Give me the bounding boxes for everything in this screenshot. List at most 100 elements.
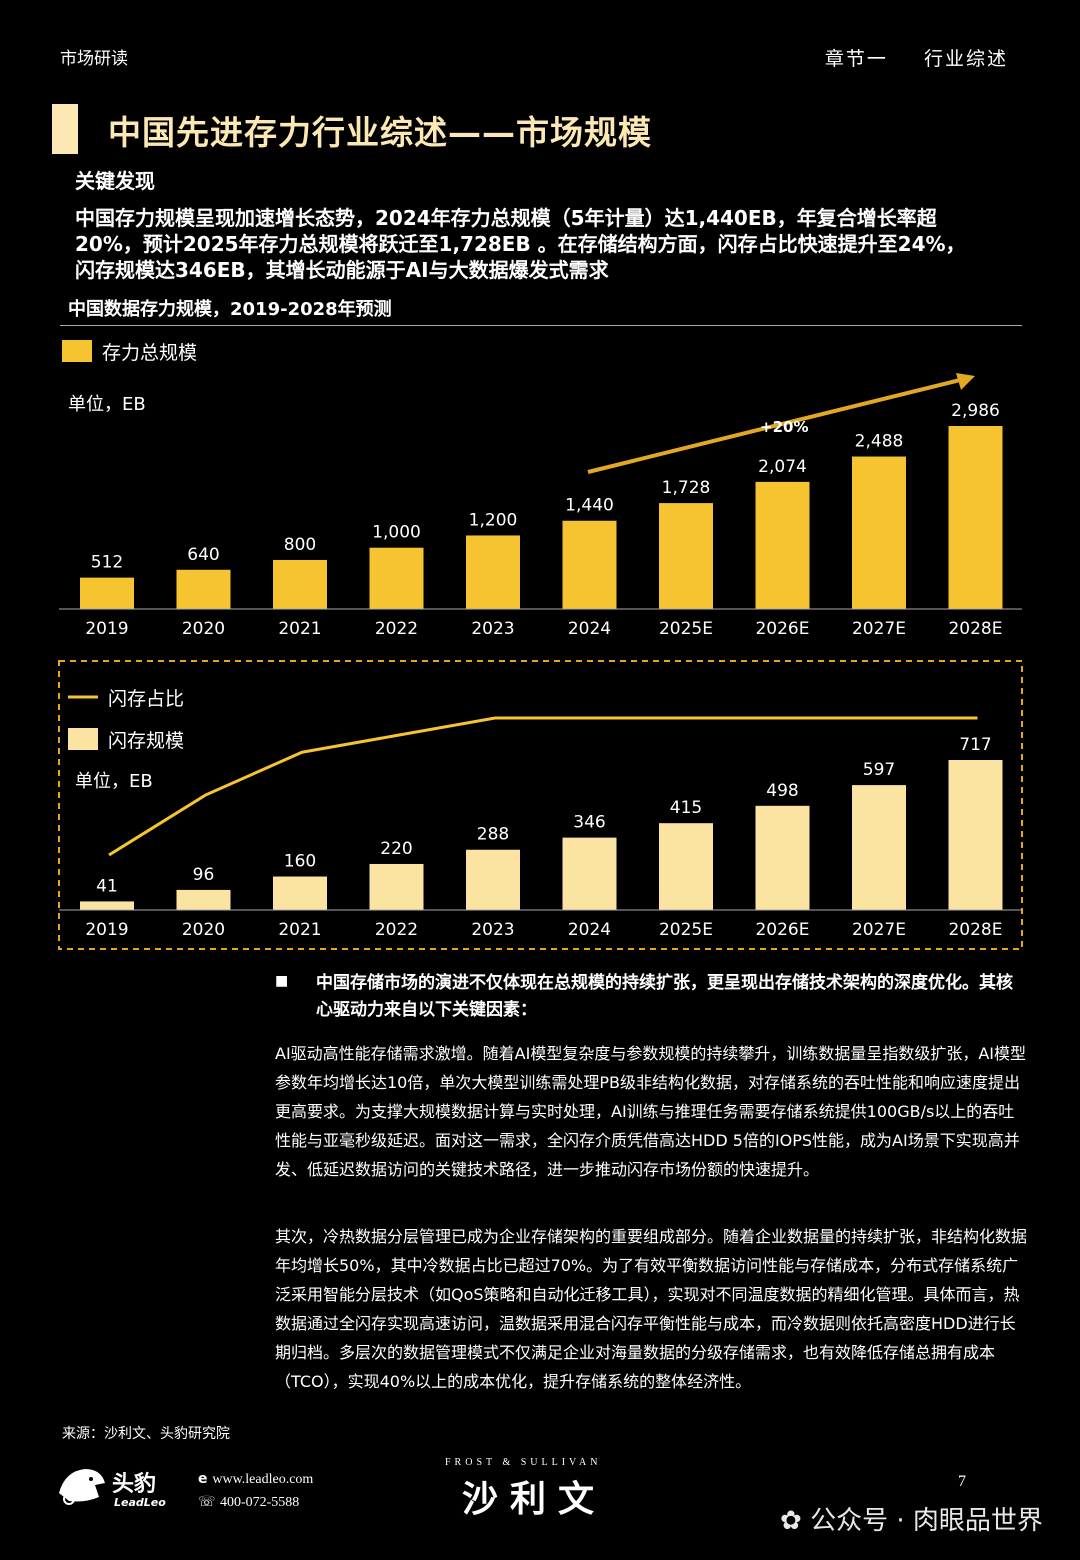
x-tick-label: 2023 bbox=[471, 920, 514, 940]
paragraph-tiering: 其次，冷热数据分层管理已成为企业存储架构的重要组成部分。随着企业数据量的持续扩张… bbox=[275, 1227, 1028, 1391]
bar bbox=[755, 481, 810, 609]
x-tick-label: 2020 bbox=[182, 920, 225, 940]
data-label: 96 bbox=[193, 865, 215, 885]
bar bbox=[659, 823, 713, 910]
data-label: 2,074 bbox=[758, 457, 807, 477]
x-tick-label: 2028E bbox=[948, 619, 1002, 639]
data-label: 512 bbox=[91, 553, 123, 573]
x-tick-label: 2027E bbox=[852, 619, 906, 639]
x-tick-label: 2027E bbox=[852, 920, 906, 940]
key-findings-text: 中国存力规模呈现加速增长态势，2024年存力总规模（5年计量）达1,440EB，… bbox=[75, 206, 966, 282]
data-label: 160 bbox=[284, 852, 316, 872]
contact-block: e www.leadleo.com ☏ 400-072-5588 bbox=[198, 1468, 313, 1514]
bar bbox=[273, 559, 327, 609]
bar bbox=[80, 901, 134, 910]
bar bbox=[80, 577, 134, 609]
paragraph-ai: AI驱动高性能存储需求激增。随着AI模型复杂度与参数规模的持续攀升，训练数据量呈… bbox=[275, 1044, 1026, 1179]
bullet-text: 中国存储市场的演进不仅体现在总规模的持续扩张，更呈现出存储技术架构的深度优化。其… bbox=[316, 973, 1013, 1020]
data-label: 220 bbox=[380, 839, 412, 859]
bar bbox=[466, 849, 520, 910]
bar bbox=[176, 569, 231, 609]
data-label: 717 bbox=[959, 735, 991, 755]
chart2-unit: 单位，EB bbox=[75, 771, 153, 792]
charts-svg: 存力总规模 单位，EB 512 2019 640 2020 800 2021 1,000 20… bbox=[58, 340, 1023, 950]
legend-swatch-total bbox=[62, 340, 92, 362]
data-label: 288 bbox=[477, 825, 509, 845]
growth-annotation: +20% bbox=[760, 418, 808, 436]
data-label: 597 bbox=[863, 760, 895, 780]
x-tick-label: 2025E bbox=[659, 619, 713, 639]
header-left-label: 市场研读 bbox=[60, 49, 128, 69]
data-label: 1,440 bbox=[565, 496, 614, 516]
phone-icon: ☏ bbox=[198, 1494, 220, 1510]
watermark-text: 公众号 · 肉眼品世界 bbox=[810, 1506, 1043, 1536]
brand-name-en: LeadLeo bbox=[114, 1496, 166, 1509]
brand-name-cn: 头豹 bbox=[112, 1472, 157, 1497]
chart1-unit: 单位，EB bbox=[68, 394, 146, 415]
web-icon: e bbox=[198, 1471, 213, 1487]
page-number: 7 bbox=[958, 1473, 966, 1490]
data-label: 800 bbox=[284, 535, 316, 555]
chart-title: 中国数据存力规模，2019-2028年预测 bbox=[68, 299, 392, 320]
data-label: 346 bbox=[573, 813, 605, 833]
header-chapter: 章节一 行业综述 bbox=[825, 44, 1008, 71]
data-label: 415 bbox=[670, 798, 702, 818]
divider bbox=[60, 325, 1022, 326]
chart2-frame bbox=[58, 660, 1023, 950]
bar bbox=[852, 785, 906, 910]
bar bbox=[562, 520, 617, 609]
x-tick-label: 2023 bbox=[471, 619, 514, 639]
data-label: 1,200 bbox=[469, 510, 518, 530]
x-tick-label: 2028E bbox=[948, 920, 1002, 940]
x-tick-label: 2024 bbox=[568, 920, 611, 940]
bullet-marker: ■ bbox=[275, 973, 289, 989]
bar bbox=[948, 426, 1003, 609]
title-accent-bar bbox=[52, 104, 78, 154]
x-tick-label: 2022 bbox=[375, 619, 418, 639]
website-link[interactable]: e www.leadleo.com bbox=[198, 1468, 313, 1491]
phone-row: ☏ 400-072-5588 bbox=[198, 1491, 313, 1514]
bar bbox=[273, 876, 327, 910]
source-note: 来源：沙利文、头豹研究院 bbox=[62, 1426, 230, 1442]
x-tick-label: 2019 bbox=[85, 920, 128, 940]
bar bbox=[948, 760, 1003, 910]
bar bbox=[369, 547, 424, 609]
data-label: 498 bbox=[766, 781, 798, 801]
wechat-icon: ✿ bbox=[780, 1506, 811, 1536]
chapter-label: 章节一 bbox=[824, 48, 888, 70]
watermark: ✿ 公众号 · 肉眼品世界 bbox=[780, 1500, 1043, 1537]
bar bbox=[562, 837, 617, 910]
growth-arrow-head bbox=[956, 373, 975, 390]
chart2-plot: 41 2019 96 2020 160 2021 220 2022 288 2023 346 2024… bbox=[80, 716, 1003, 940]
legend-swatch-flash bbox=[68, 728, 98, 750]
x-tick-label: 2026E bbox=[755, 619, 809, 639]
bar bbox=[369, 863, 424, 910]
bar bbox=[755, 805, 810, 910]
data-label: 1,728 bbox=[662, 478, 711, 498]
bar bbox=[466, 535, 520, 609]
partner-name-en: FROST & SULLIVAN bbox=[445, 1457, 602, 1468]
x-tick-label: 2019 bbox=[85, 619, 128, 639]
chart1-plot: 512 2019 640 2020 800 2021 1,000 2022 1,200 2023 1… bbox=[80, 401, 1003, 639]
leopard-logo-icon bbox=[59, 1469, 105, 1505]
website-text: www.leadleo.com bbox=[212, 1472, 314, 1487]
legend-label-flash: 闪存规模 bbox=[108, 730, 184, 752]
x-tick-label: 2020 bbox=[182, 619, 225, 639]
x-tick-label: 2021 bbox=[278, 619, 321, 639]
data-label: 1,000 bbox=[372, 523, 421, 543]
bar bbox=[176, 889, 231, 910]
phone-text: 400-072-5588 bbox=[219, 1495, 300, 1510]
x-tick-label: 2026E bbox=[755, 920, 809, 940]
growth-arrow bbox=[587, 378, 961, 474]
legend-label-total: 存力总规模 bbox=[102, 342, 197, 364]
data-label: 41 bbox=[96, 876, 118, 896]
data-label: 2,986 bbox=[951, 401, 1000, 421]
data-label: 640 bbox=[187, 545, 219, 565]
data-label: 2,488 bbox=[855, 432, 904, 452]
partner-name-cn: 沙利文 bbox=[462, 1479, 607, 1520]
x-tick-label: 2022 bbox=[375, 920, 418, 940]
page-title: 中国先进存力行业综述——市场规模 bbox=[108, 113, 652, 152]
flash-share-line bbox=[108, 716, 978, 857]
bar bbox=[852, 456, 906, 609]
bar bbox=[659, 503, 713, 609]
